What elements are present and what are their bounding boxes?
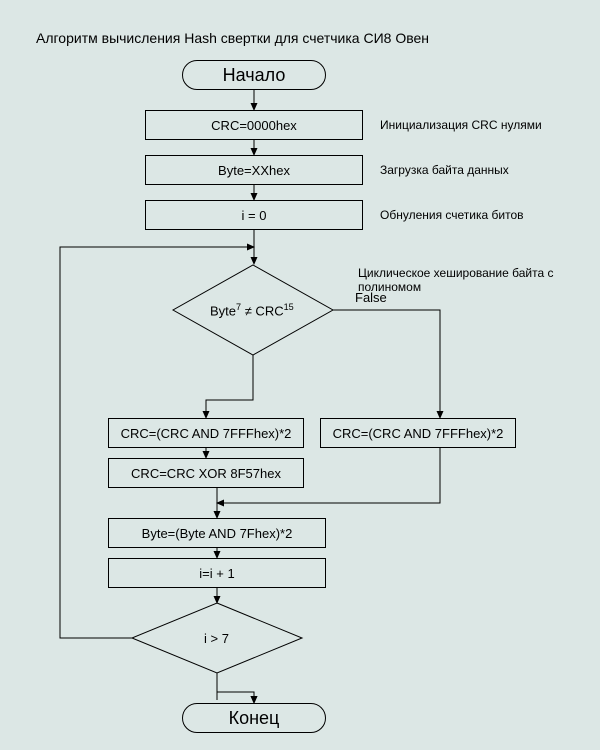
node-p7: i=i + 1 [108, 558, 326, 588]
node-p1-label: CRC=0000hex [211, 118, 297, 133]
node-start-label: Начало [223, 65, 286, 86]
diagram-title: Алгоритм вычисления Hash свертки для сче… [36, 30, 429, 46]
node-start: Начало [182, 60, 326, 90]
node-p4-label: CRC=(CRC AND 7FFFhex)*2 [121, 426, 292, 441]
node-p5: CRC=CRC XOR 8F57hex [108, 458, 304, 488]
node-d2-label: i > 7 [204, 631, 229, 646]
node-p4b-label: CRC=(CRC AND 7FFFhex)*2 [333, 426, 504, 441]
note-n4: Циклическое хеширование байта с полиномо… [358, 266, 600, 294]
node-p4: CRC=(CRC AND 7FFFhex)*2 [108, 418, 304, 448]
node-p1: CRC=0000hex [145, 110, 363, 140]
node-p7-label: i=i + 1 [199, 566, 234, 581]
note-n2: Загрузка байта данных [380, 163, 509, 177]
node-p6-label: Byte=(Byte AND 7Fhex)*2 [142, 526, 293, 541]
node-end-label: Конец [229, 708, 280, 729]
node-p3-label: i = 0 [242, 208, 267, 223]
node-p6: Byte=(Byte AND 7Fhex)*2 [108, 518, 326, 548]
note-n1: Инициализация CRC нулями [380, 118, 542, 132]
node-p5-label: CRC=CRC XOR 8F57hex [131, 466, 281, 481]
note-n3: Обнуления счетика битов [380, 208, 524, 222]
node-d1-label: Byte7 ≠ CRC15 [210, 302, 294, 318]
node-end: Конец [182, 703, 326, 733]
node-p4b: CRC=(CRC AND 7FFFhex)*2 [320, 418, 516, 448]
node-p2-label: Byte=XXhex [218, 163, 290, 178]
node-p3: i = 0 [145, 200, 363, 230]
node-p2: Byte=XXhex [145, 155, 363, 185]
